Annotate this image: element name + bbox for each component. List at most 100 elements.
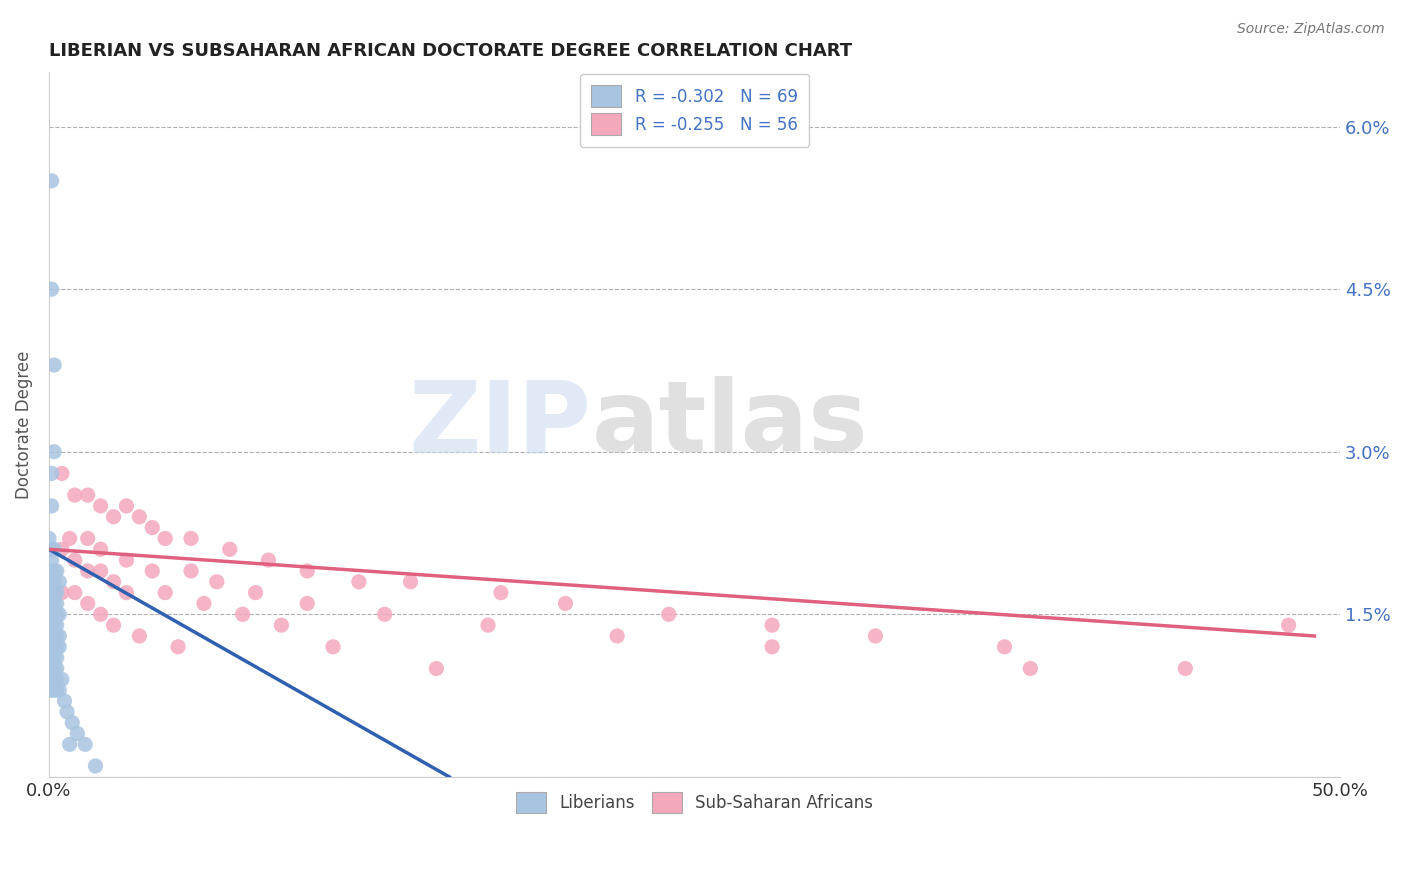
Point — [38, 683, 60, 698]
Point — [38, 532, 60, 546]
Point — [41, 683, 63, 698]
Point — [45, 607, 67, 622]
Point — [761, 618, 783, 632]
Point — [66, 726, 89, 740]
Point — [425, 661, 447, 675]
Point — [48, 629, 70, 643]
Point — [606, 629, 628, 643]
Point — [128, 509, 150, 524]
Point — [44, 607, 66, 622]
Point — [45, 629, 67, 643]
Point — [59, 737, 82, 751]
Point — [180, 532, 202, 546]
Point — [41, 174, 63, 188]
Point — [41, 650, 63, 665]
Text: atlas: atlas — [592, 376, 868, 473]
Point — [270, 618, 292, 632]
Point — [38, 597, 60, 611]
Point — [153, 585, 176, 599]
Point — [76, 532, 98, 546]
Point — [193, 597, 215, 611]
Point — [44, 358, 66, 372]
Point — [993, 640, 1015, 654]
Point — [44, 683, 66, 698]
Point — [90, 499, 112, 513]
Point — [38, 607, 60, 622]
Point — [60, 715, 83, 730]
Point — [44, 585, 66, 599]
Point — [90, 542, 112, 557]
Point — [115, 499, 138, 513]
Point — [51, 673, 73, 687]
Point — [297, 597, 319, 611]
Point — [41, 618, 63, 632]
Point — [128, 629, 150, 643]
Point — [554, 597, 576, 611]
Point — [76, 488, 98, 502]
Point — [41, 542, 63, 557]
Point — [44, 661, 66, 675]
Point — [322, 640, 344, 654]
Point — [1278, 618, 1301, 632]
Y-axis label: Doctorate Degree: Doctorate Degree — [15, 351, 32, 499]
Point — [103, 618, 125, 632]
Point — [38, 564, 60, 578]
Point — [44, 574, 66, 589]
Point — [75, 737, 97, 751]
Point — [48, 607, 70, 622]
Point — [56, 705, 79, 719]
Point — [59, 532, 82, 546]
Point — [115, 585, 138, 599]
Point — [153, 532, 176, 546]
Point — [45, 683, 67, 698]
Point — [63, 585, 86, 599]
Point — [41, 585, 63, 599]
Point — [38, 618, 60, 632]
Point — [44, 640, 66, 654]
Point — [41, 640, 63, 654]
Point — [167, 640, 190, 654]
Point — [41, 282, 63, 296]
Point — [41, 467, 63, 481]
Point — [399, 574, 422, 589]
Point — [84, 759, 107, 773]
Point — [45, 640, 67, 654]
Point — [45, 564, 67, 578]
Point — [41, 574, 63, 589]
Point — [658, 607, 681, 622]
Point — [44, 597, 66, 611]
Point — [1174, 661, 1197, 675]
Point — [489, 585, 512, 599]
Point — [45, 618, 67, 632]
Point — [38, 629, 60, 643]
Point — [45, 650, 67, 665]
Point — [41, 553, 63, 567]
Point — [477, 618, 499, 632]
Point — [51, 467, 73, 481]
Point — [103, 574, 125, 589]
Point — [44, 618, 66, 632]
Point — [38, 585, 60, 599]
Point — [48, 574, 70, 589]
Point — [44, 629, 66, 643]
Point — [51, 585, 73, 599]
Point — [41, 607, 63, 622]
Point — [38, 640, 60, 654]
Legend: Liberians, Sub-Saharan Africans: Liberians, Sub-Saharan Africans — [505, 780, 884, 825]
Point — [245, 585, 267, 599]
Point — [257, 553, 280, 567]
Point — [45, 585, 67, 599]
Point — [90, 564, 112, 578]
Point — [41, 673, 63, 687]
Point — [38, 650, 60, 665]
Text: ZIP: ZIP — [408, 376, 592, 473]
Point — [45, 661, 67, 675]
Point — [53, 694, 76, 708]
Point — [44, 650, 66, 665]
Point — [38, 661, 60, 675]
Point — [44, 542, 66, 557]
Point — [180, 564, 202, 578]
Point — [38, 574, 60, 589]
Point — [44, 673, 66, 687]
Point — [44, 564, 66, 578]
